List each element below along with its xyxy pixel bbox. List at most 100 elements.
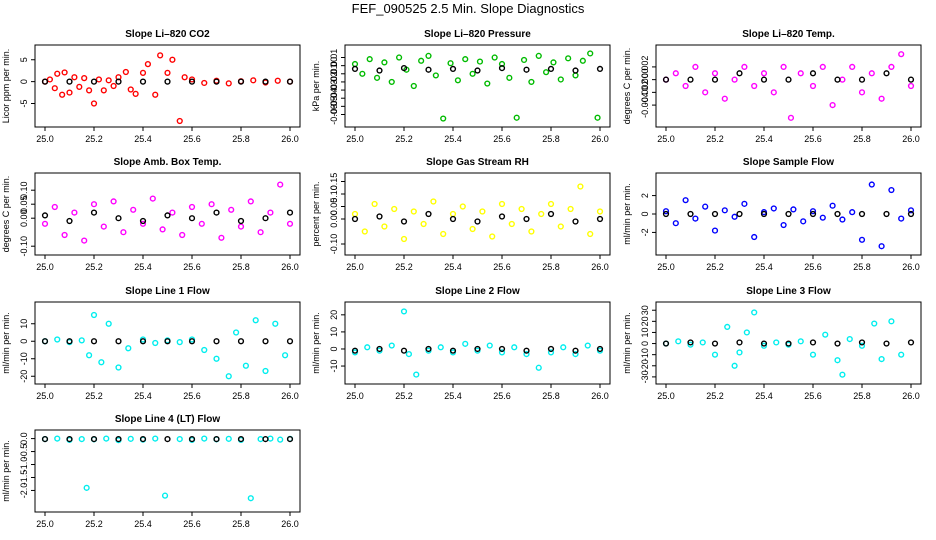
data-point [672,70,679,77]
data-point [687,341,694,348]
x-tick-label: 25.0 [346,391,364,401]
data-point [46,76,54,83]
data-point [432,72,439,79]
y-tick-label: 0.0 [19,432,29,445]
mean-point [498,64,506,72]
data-point [152,435,159,442]
mean-point [286,78,294,85]
data-point [721,95,728,102]
data-point [410,208,417,215]
mean-point [596,215,604,223]
y-tick-label: -0.05 [329,96,339,117]
data-point [484,80,491,87]
x-tick-label: 25.2 [395,391,413,401]
data-point [110,198,117,205]
data-point [682,82,689,90]
data-point [242,362,250,369]
data-point [486,342,493,349]
data-point [692,63,699,71]
chart-title: Slope Amb. Box Temp. [114,157,222,168]
x-tick-label: 25.8 [542,262,560,272]
data-point [743,329,750,336]
data-point [462,56,469,63]
mean-point [687,339,694,346]
plot-frame [34,172,301,256]
data-point [105,320,112,327]
data-point [721,207,728,214]
data-point [888,186,895,194]
data-point [272,320,279,327]
x-tick-label: 25.4 [134,134,152,144]
data-point [76,83,83,90]
y-tick-label: -0.04 [329,88,339,109]
y-tick-label: 5 [19,57,29,62]
data-point [213,355,220,362]
data-point [724,323,731,330]
data-point [373,74,381,81]
data-point [760,70,768,77]
data-point [535,52,542,59]
data-point [528,78,535,86]
mean-point [262,338,269,345]
mean-point [115,215,122,222]
mean-point [834,210,841,218]
data-point [797,70,804,77]
mean-point [351,215,359,223]
mean-point [498,213,506,220]
data-point [846,336,853,343]
data-point [491,54,498,61]
data-point [822,331,829,338]
mean-point [237,78,245,85]
plot-frame [344,172,611,256]
data-point [267,209,274,216]
data-point [572,72,579,79]
x-tick-label: 25.0 [36,519,54,529]
data-point [169,56,176,63]
data-point [751,233,758,241]
mean-point [858,76,866,83]
y-tick-label: -30 [640,370,650,383]
x-tick-label: 25.6 [183,134,201,144]
data-point [498,60,506,68]
chart-pressure: Slope Li–820 Pressure kPa per min. 25.0 25.… [311,29,611,144]
data-point [152,339,159,347]
mean-point [547,210,555,218]
data-point [139,220,147,227]
mean-point [188,215,196,222]
data-point [547,200,555,208]
mean-point [711,76,719,83]
x-tick-label: 26.0 [281,391,299,401]
mean-point [164,338,171,345]
data-point [420,220,427,228]
data-point [405,350,413,358]
data-point [218,234,225,241]
y-axis-label: kPa per min. [311,61,321,112]
data-point [440,230,447,238]
x-tick-label: 25.2 [85,134,103,144]
x-tick-label: 25.0 [657,391,675,401]
mean-point [376,67,383,74]
mean-point [164,78,171,85]
x-tick-label: 25.2 [85,391,103,401]
data-point [396,54,403,61]
mean-point [523,347,530,354]
data-point [506,74,513,81]
data-point [66,89,73,96]
data-point [535,364,542,371]
data-point [54,70,61,77]
x-tick-label: 26.0 [902,391,920,401]
mean-point [115,78,122,85]
data-point [54,435,61,442]
mean-point [286,436,294,443]
data-point [787,114,795,121]
x-tick-label: 25.8 [232,134,250,144]
y-tick-label: 2 [640,193,650,198]
data-point [692,215,699,222]
data-point [410,82,417,90]
mean-point [596,345,604,353]
data-point [711,227,719,234]
mean-point [66,78,73,85]
plot-frame [344,44,611,128]
data-point [81,237,88,244]
mean-point [164,212,171,219]
